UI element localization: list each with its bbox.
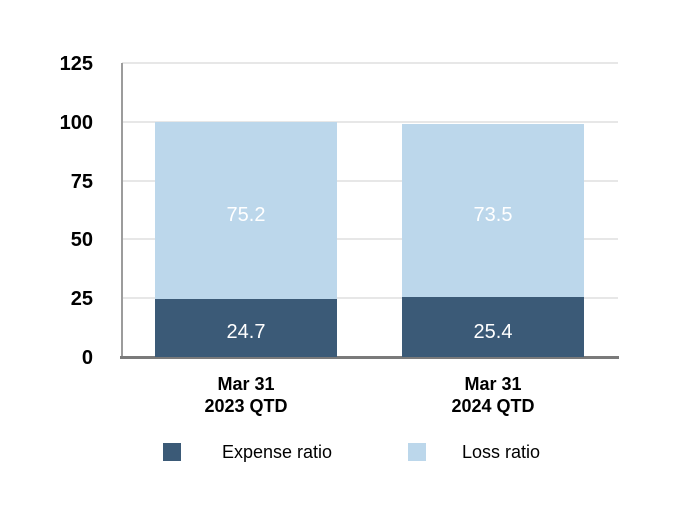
x-axis-line (120, 356, 619, 359)
gridline (122, 120, 618, 123)
bar-value-label: 25.4 (473, 320, 513, 343)
y-tick-label: 0 (81, 347, 93, 369)
gridline (122, 238, 618, 241)
legend-label-expense-ratio: Expense ratio (222, 442, 333, 462)
legend-swatch-expense-ratio (163, 443, 181, 461)
x-category-label: Mar 31 2024 QTD (383, 373, 603, 417)
y-axis-line (121, 63, 123, 359)
x-category-label: Mar 31 2023 QTD (136, 373, 356, 417)
y-tick-label: 125 (59, 53, 93, 75)
x-category-label-line: Mar 31 (217, 374, 275, 394)
x-category-label-line: 2024 QTD (451, 396, 535, 416)
legend-swatch-loss-ratio (408, 443, 426, 461)
bar-segment-expense-ratio: 25.4 (402, 297, 584, 357)
gridline (122, 62, 618, 64)
gridline (122, 179, 618, 182)
x-category-label-line: Mar 31 (464, 374, 522, 394)
bar-value-label: 75.2 (226, 203, 266, 226)
bar-segment-expense-ratio: 24.7 (155, 298, 337, 357)
x-category-label-line: 2023 QTD (204, 396, 288, 416)
y-tick-label: 100 (59, 111, 93, 134)
y-tick-label: 50 (70, 229, 93, 252)
bar-segment-loss-ratio: 73.5 (402, 124, 584, 298)
bar-segment-loss-ratio: 75.2 (155, 122, 337, 299)
bar-value-label: 24.7 (226, 321, 266, 344)
legend-label-loss-ratio: Loss ratio (462, 442, 541, 462)
y-tick-label: 75 (70, 170, 93, 193)
y-tick-label: 25 (70, 288, 93, 311)
bar-value-label: 73.5 (473, 204, 513, 227)
gridline (122, 297, 618, 300)
